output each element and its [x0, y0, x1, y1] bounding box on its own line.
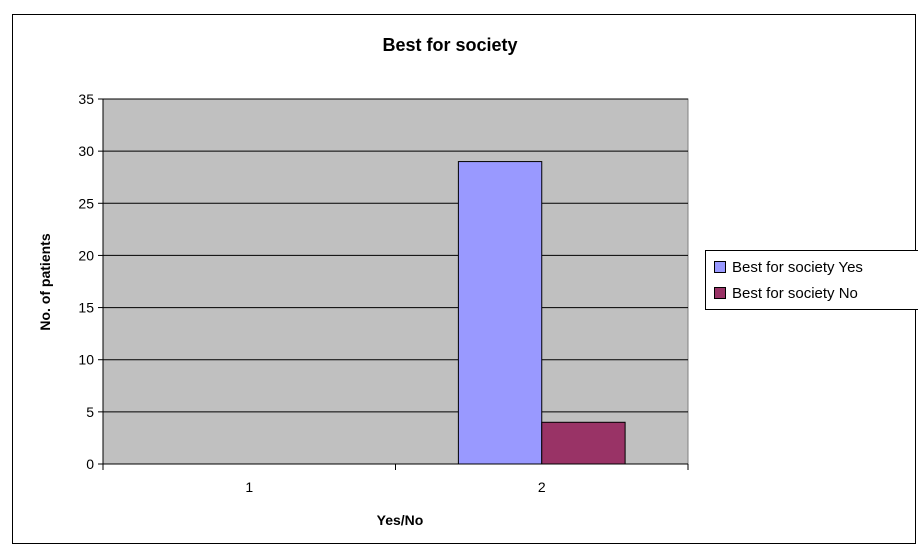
y-tick-label: 35 [78, 91, 94, 107]
y-tick-label: 10 [78, 352, 94, 368]
legend-label-yes: Best for society Yes [732, 259, 863, 276]
legend-swatch-yes [714, 261, 726, 274]
x-tick-label: 1 [245, 479, 253, 495]
legend-swatch-no [714, 287, 726, 300]
bar [541, 421, 626, 465]
x-tick-label: 2 [538, 479, 546, 495]
chart-title: Best for society [382, 35, 518, 55]
legend-item-yes: Best for society Yes [714, 259, 863, 276]
y-tick-label: 15 [78, 300, 94, 316]
x-axis-label: Yes/No [376, 512, 424, 528]
plot-background [102, 98, 689, 465]
bar [457, 161, 543, 465]
y-tick-label: 5 [86, 404, 94, 420]
legend-item-no: Best for society No [714, 285, 858, 302]
legend: Best for society Yes Best for society No [705, 250, 918, 310]
y-tick-label: 20 [78, 247, 94, 263]
legend-label-no: Best for society No [732, 285, 858, 302]
y-tick-label: 30 [78, 143, 94, 159]
y-tick-label: 0 [86, 456, 94, 472]
y-tick-label: 25 [78, 195, 94, 211]
